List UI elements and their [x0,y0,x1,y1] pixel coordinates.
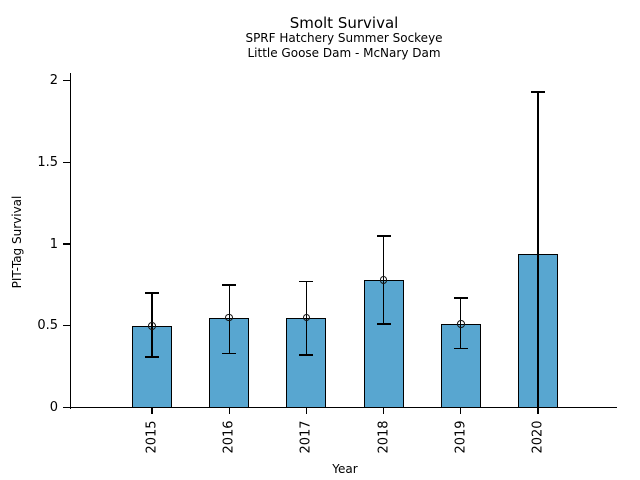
y-tick-label-0: 0 [49,400,58,415]
chart-title: Smolt Survival [289,14,399,32]
point-marker-2018 [379,276,388,284]
error-cap-high-2020 [531,91,545,93]
x-tick-2017 [305,408,308,415]
error-cap-low-2017 [299,354,314,356]
point-marker-2016 [225,313,233,322]
chart-subtitle-reach: Little Goose Dam - McNary Dam [247,46,441,60]
error-cap-low-2016 [222,352,237,355]
point-marker-2015 [148,321,156,330]
x-tick-2020 [537,408,539,415]
y-tick-label-0.5: 0.5 [37,318,58,334]
chart-subtitle-species: SPRF Hatchery Summer Sockeye [245,31,443,45]
bar-2017 [286,317,327,409]
x-axis-spine [69,406,617,409]
x-tick-label-2015: 2015 [144,420,160,454]
y-tick-2 [63,79,70,82]
x-tick-label-2019: 2019 [453,420,469,454]
x-tick-2019 [460,408,462,415]
y-tick-label-1.5: 1.5 [37,154,58,170]
y-axis-spine [69,73,71,409]
y-tick-1 [63,243,70,245]
error-cap-high-2016 [222,284,237,286]
x-tick-2015 [151,408,153,415]
x-tick-2016 [228,408,230,415]
error-cap-high-2017 [299,280,314,283]
x-tick-label-2016: 2016 [221,420,237,454]
error-cap-high-2018 [376,235,391,237]
x-axis-label: Year [332,462,358,476]
error-cap-high-2019 [453,297,468,299]
error-cap-low-2015 [145,356,159,358]
error-cap-low-2018 [376,323,391,325]
y-tick-0.5 [63,325,70,327]
y-tick-label-1: 1 [49,236,58,252]
x-tick-2018 [382,408,385,415]
y-tick-1.5 [63,161,70,163]
error-bar-2020 [537,91,539,408]
error-cap-low-2019 [453,347,468,350]
point-marker-2019 [457,320,465,328]
point-marker-2017 [302,313,311,322]
y-tick-label-2: 2 [49,73,58,88]
y-tick-0 [63,406,70,409]
x-tick-label-2018: 2018 [376,420,392,454]
x-tick-label-2020: 2020 [530,420,546,454]
x-tick-label-2017: 2017 [298,420,314,454]
error-cap-high-2015 [145,292,159,294]
